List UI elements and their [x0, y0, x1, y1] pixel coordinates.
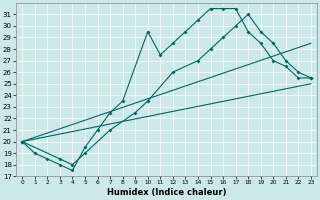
X-axis label: Humidex (Indice chaleur): Humidex (Indice chaleur): [107, 188, 226, 197]
